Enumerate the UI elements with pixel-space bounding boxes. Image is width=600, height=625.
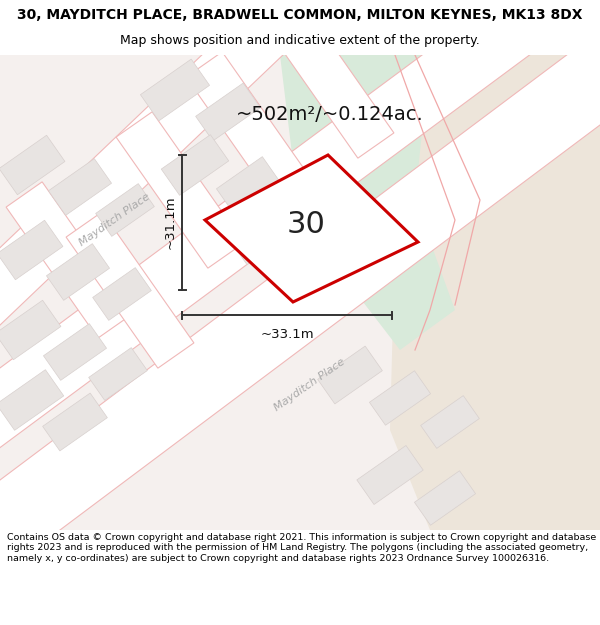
Polygon shape <box>205 155 418 302</box>
Polygon shape <box>415 471 476 525</box>
Polygon shape <box>370 371 431 425</box>
Polygon shape <box>0 369 64 431</box>
Polygon shape <box>66 212 194 368</box>
Polygon shape <box>280 227 340 283</box>
Polygon shape <box>421 396 479 448</box>
Polygon shape <box>0 0 319 335</box>
Polygon shape <box>280 55 455 350</box>
Text: 30: 30 <box>287 210 325 239</box>
Text: Contains OS data © Crown copyright and database right 2021. This information is : Contains OS data © Crown copyright and d… <box>7 533 596 562</box>
Text: ~502m²/~0.124ac.: ~502m²/~0.124ac. <box>236 106 424 124</box>
Polygon shape <box>140 59 209 121</box>
Polygon shape <box>89 348 148 401</box>
Polygon shape <box>95 184 154 236</box>
Polygon shape <box>357 446 423 504</box>
Polygon shape <box>0 0 569 456</box>
Polygon shape <box>226 206 290 264</box>
Text: Mayditch Place: Mayditch Place <box>77 192 152 248</box>
Polygon shape <box>161 134 229 196</box>
Polygon shape <box>116 112 244 268</box>
Polygon shape <box>46 244 110 301</box>
Polygon shape <box>0 55 600 530</box>
Text: Map shows position and indicative extent of the property.: Map shows position and indicative extent… <box>120 34 480 48</box>
Polygon shape <box>0 300 61 360</box>
Polygon shape <box>186 52 314 208</box>
Polygon shape <box>0 9 600 581</box>
Polygon shape <box>217 157 280 213</box>
Text: 30, MAYDITCH PLACE, BRADWELL COMMON, MILTON KEYNES, MK13 8DX: 30, MAYDITCH PLACE, BRADWELL COMMON, MIL… <box>17 8 583 22</box>
Polygon shape <box>43 324 107 381</box>
Polygon shape <box>317 346 382 404</box>
Text: ~31.1m: ~31.1m <box>164 196 177 249</box>
Polygon shape <box>390 55 600 530</box>
Polygon shape <box>0 220 63 280</box>
Text: Mayditch Place: Mayditch Place <box>272 357 347 413</box>
Polygon shape <box>196 83 260 141</box>
Polygon shape <box>49 159 112 216</box>
Polygon shape <box>92 268 151 321</box>
Text: ~33.1m: ~33.1m <box>260 328 314 341</box>
Polygon shape <box>6 182 134 338</box>
Polygon shape <box>266 2 394 158</box>
Polygon shape <box>0 135 65 195</box>
Polygon shape <box>43 393 107 451</box>
